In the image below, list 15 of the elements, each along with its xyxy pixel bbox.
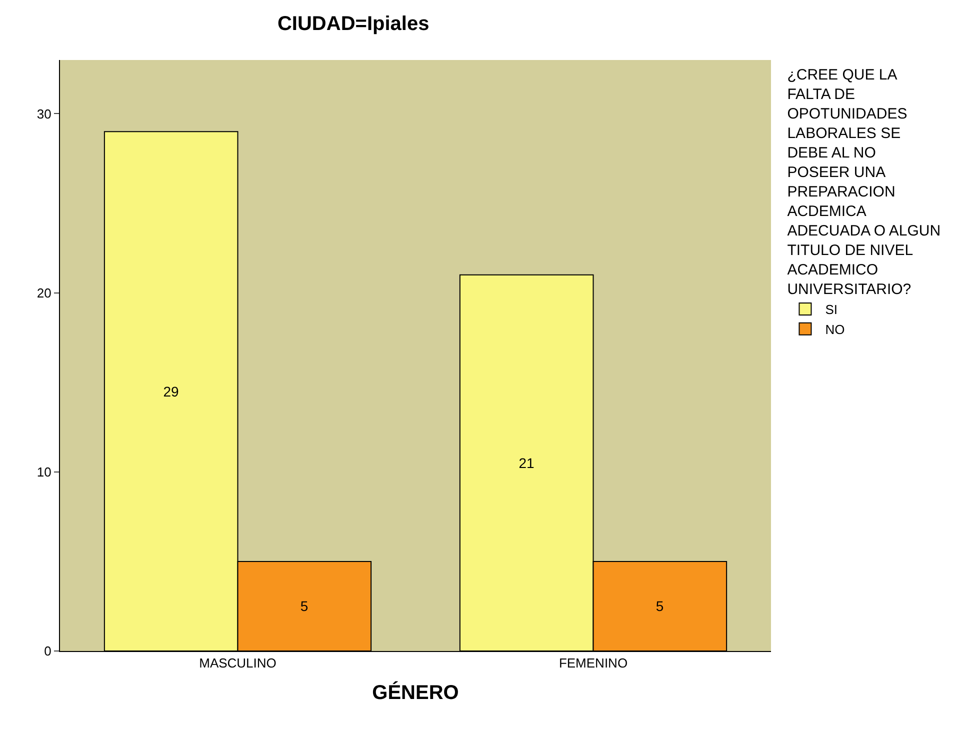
legend-label: NO [825,322,845,337]
x-axis-title: GÉNERO [372,681,459,704]
data-label: 5 [656,598,664,614]
y-tick-label: 0 [44,644,52,659]
legend-label: SI [825,302,838,318]
y-tick-label: 20 [36,285,52,300]
data-label: 29 [163,383,179,400]
text: ¿CREE QUE LA FALTA DE OPOTUNIDADES LABORALES SE DEBE AL NO POSEER UNA PREPARACION ACDEMICA ADECUADA O ALGUN TITULO DE NIVEL ACADEMICO UNIVERSITARIO? [787,66,941,298]
data-label: 5 [300,598,308,614]
x-tick-label: MASCULINO [199,656,276,671]
y-tick-label: 30 [36,106,52,122]
data-label: 21 [518,454,534,471]
chart-title: CIUDAD=Ipiales [277,13,430,35]
x-tick-label: FEMENINO [558,656,628,671]
y-tick-label: 10 [36,464,52,480]
